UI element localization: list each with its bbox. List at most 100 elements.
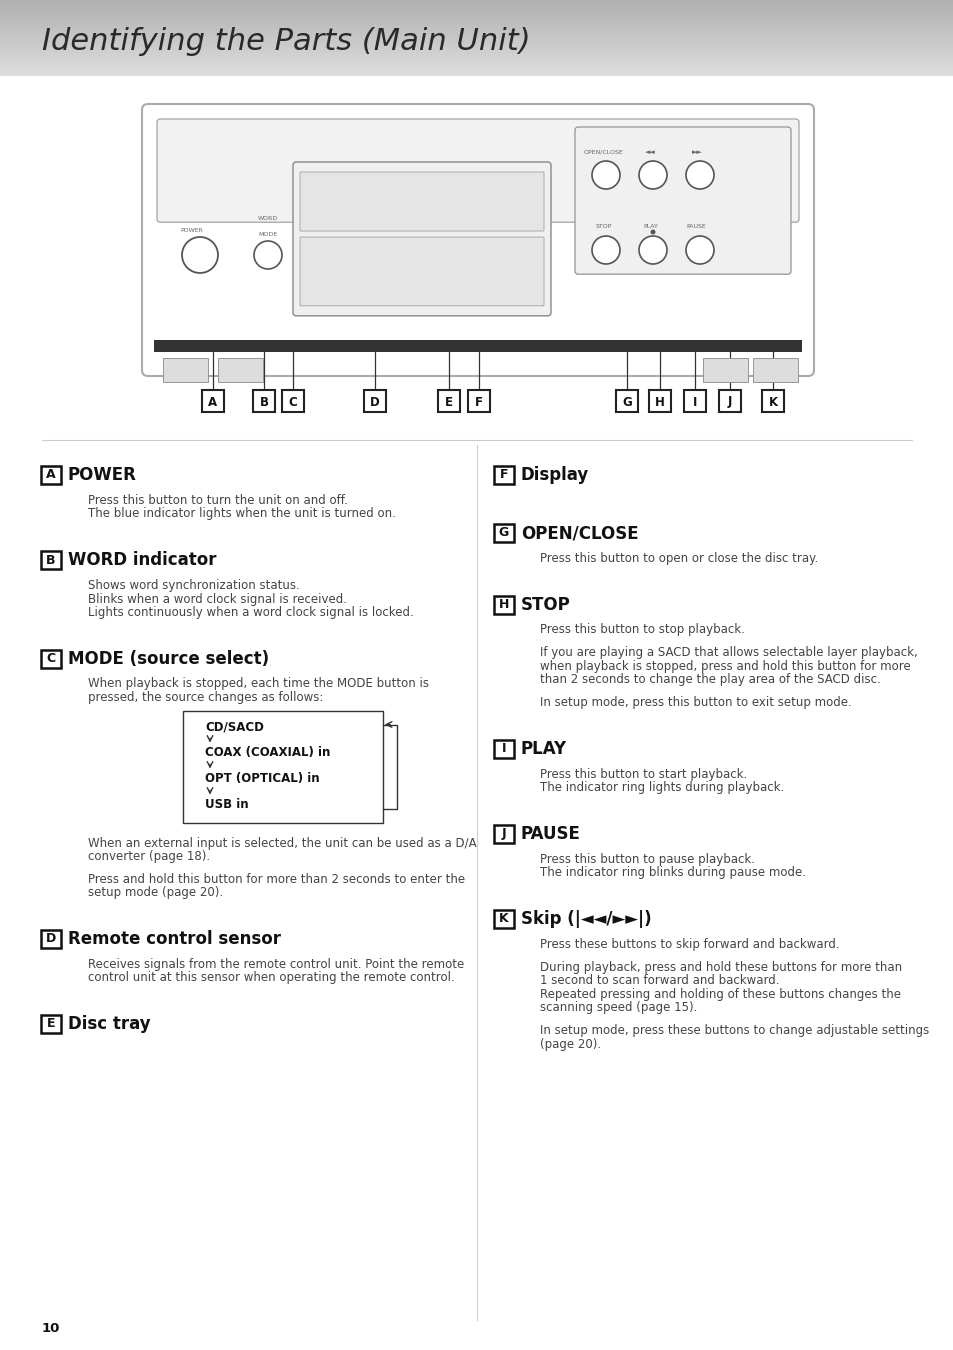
Bar	[702, 358, 747, 382]
FancyBboxPatch shape	[41, 930, 61, 948]
Text: PLAY: PLAY	[520, 740, 566, 757]
FancyBboxPatch shape	[142, 104, 813, 377]
FancyBboxPatch shape	[157, 119, 799, 223]
Text: when playback is stopped, press and hold this button for more: when playback is stopped, press and hold…	[539, 660, 910, 672]
Text: D: D	[46, 933, 56, 945]
Text: E: E	[47, 1018, 55, 1030]
Circle shape	[685, 236, 713, 265]
Text: H: H	[498, 598, 509, 612]
Bar	[752, 358, 797, 382]
Text: MODE (source select): MODE (source select)	[68, 649, 269, 667]
Text: During playback, press and hold these buttons for more than: During playback, press and hold these bu…	[539, 961, 902, 973]
Text: OPT (OPTICAL) in: OPT (OPTICAL) in	[205, 772, 319, 784]
Text: Skip (|◄◄/►►|): Skip (|◄◄/►►|)	[520, 910, 651, 927]
FancyBboxPatch shape	[494, 466, 514, 485]
Circle shape	[685, 161, 713, 189]
Text: F: F	[499, 468, 508, 482]
Text: K: K	[498, 913, 508, 925]
Text: USB in: USB in	[205, 798, 249, 811]
Text: F: F	[475, 396, 482, 409]
FancyBboxPatch shape	[719, 390, 740, 412]
Text: Remote control sensor: Remote control sensor	[68, 930, 281, 948]
Text: C: C	[289, 396, 297, 409]
Text: If you are playing a SACD that allows selectable layer playback,: If you are playing a SACD that allows se…	[539, 647, 917, 659]
Text: POWER: POWER	[68, 466, 136, 485]
Text: ►►: ►►	[691, 148, 702, 155]
FancyBboxPatch shape	[437, 390, 459, 412]
Text: 1 second to scan forward and backward.: 1 second to scan forward and backward.	[539, 975, 779, 987]
FancyBboxPatch shape	[616, 390, 638, 412]
FancyBboxPatch shape	[202, 390, 224, 412]
FancyBboxPatch shape	[494, 910, 514, 927]
Text: Press this button to stop playback.: Press this button to stop playback.	[539, 624, 744, 636]
Text: The blue indicator lights when the unit is turned on.: The blue indicator lights when the unit …	[88, 508, 395, 521]
Circle shape	[592, 161, 619, 189]
Text: WORD indicator: WORD indicator	[68, 551, 216, 568]
Text: Press this button to turn the unit on and off.: Press this button to turn the unit on an…	[88, 494, 348, 508]
Text: Repeated pressing and holding of these buttons changes the: Repeated pressing and holding of these b…	[539, 988, 900, 1000]
FancyBboxPatch shape	[494, 595, 514, 613]
Text: Display: Display	[520, 466, 589, 485]
FancyBboxPatch shape	[468, 390, 490, 412]
Text: PAUSE: PAUSE	[520, 825, 580, 842]
FancyBboxPatch shape	[183, 710, 382, 822]
Text: In setup mode, press this button to exit setup mode.: In setup mode, press this button to exit…	[539, 697, 851, 709]
FancyBboxPatch shape	[683, 390, 705, 412]
Text: PLAY: PLAY	[642, 224, 658, 230]
Text: H: H	[655, 396, 664, 409]
Text: (page 20).: (page 20).	[539, 1038, 600, 1050]
Circle shape	[650, 230, 655, 235]
FancyBboxPatch shape	[364, 390, 386, 412]
FancyBboxPatch shape	[299, 238, 543, 306]
FancyBboxPatch shape	[41, 649, 61, 667]
Circle shape	[182, 238, 218, 273]
FancyBboxPatch shape	[41, 551, 61, 568]
Text: Lights continuously when a word clock signal is locked.: Lights continuously when a word clock si…	[88, 606, 414, 620]
Text: The indicator ring blinks during pause mode.: The indicator ring blinks during pause m…	[539, 867, 805, 879]
Circle shape	[639, 236, 666, 265]
Text: The indicator ring lights during playback.: The indicator ring lights during playbac…	[539, 782, 783, 794]
Text: G: G	[498, 526, 509, 540]
Text: G: G	[621, 396, 631, 409]
Text: ◄◄: ◄◄	[644, 148, 655, 155]
Text: scanning speed (page 15).: scanning speed (page 15).	[539, 1002, 697, 1014]
Text: Blinks when a word clock signal is received.: Blinks when a word clock signal is recei…	[88, 593, 347, 606]
Text: In setup mode, press these buttons to change adjustable settings: In setup mode, press these buttons to ch…	[539, 1025, 928, 1037]
Text: control unit at this sensor when operating the remote control.: control unit at this sensor when operati…	[88, 972, 455, 984]
Text: Receives signals from the remote control unit. Point the remote: Receives signals from the remote control…	[88, 958, 464, 971]
Text: E: E	[444, 396, 453, 409]
Text: J: J	[727, 396, 731, 409]
Text: C: C	[47, 652, 55, 666]
Text: Press and hold this button for more than 2 seconds to enter the: Press and hold this button for more than…	[88, 873, 465, 886]
Bar	[153, 340, 801, 352]
Text: WORD: WORD	[257, 216, 278, 220]
Circle shape	[592, 236, 619, 265]
Text: STOP: STOP	[596, 224, 612, 230]
Text: When playback is stopped, each time the MODE button is: When playback is stopped, each time the …	[88, 678, 429, 690]
Text: 10: 10	[42, 1322, 60, 1335]
Text: POWER: POWER	[180, 228, 203, 232]
Text: Press this button to pause playback.: Press this button to pause playback.	[539, 853, 754, 865]
Text: COAX (COAXIAL) in: COAX (COAXIAL) in	[205, 747, 330, 759]
Text: than 2 seconds to change the play area of the SACD disc.: than 2 seconds to change the play area o…	[539, 674, 880, 686]
Text: pressed, the source changes as follows:: pressed, the source changes as follows:	[88, 691, 323, 703]
Text: Shows word synchronization status.: Shows word synchronization status.	[88, 579, 299, 593]
Text: CD/SACD: CD/SACD	[205, 720, 264, 733]
Text: B: B	[259, 396, 268, 409]
FancyBboxPatch shape	[253, 390, 274, 412]
FancyBboxPatch shape	[293, 162, 551, 316]
Text: OPEN/CLOSE: OPEN/CLOSE	[583, 150, 623, 154]
FancyBboxPatch shape	[494, 740, 514, 757]
Text: D: D	[370, 396, 379, 409]
FancyBboxPatch shape	[41, 1015, 61, 1033]
FancyBboxPatch shape	[575, 127, 790, 274]
Circle shape	[639, 161, 666, 189]
Text: Press this button to open or close the disc tray.: Press this button to open or close the d…	[539, 552, 818, 566]
Text: When an external input is selected, the unit can be used as a D/A: When an external input is selected, the …	[88, 837, 476, 849]
Text: Press these buttons to skip forward and backward.: Press these buttons to skip forward and …	[539, 938, 839, 950]
Text: converter (page 18).: converter (page 18).	[88, 850, 210, 863]
FancyBboxPatch shape	[761, 390, 783, 412]
Text: PAUSE: PAUSE	[685, 224, 705, 230]
Text: STOP: STOP	[520, 595, 570, 613]
FancyBboxPatch shape	[299, 171, 543, 231]
